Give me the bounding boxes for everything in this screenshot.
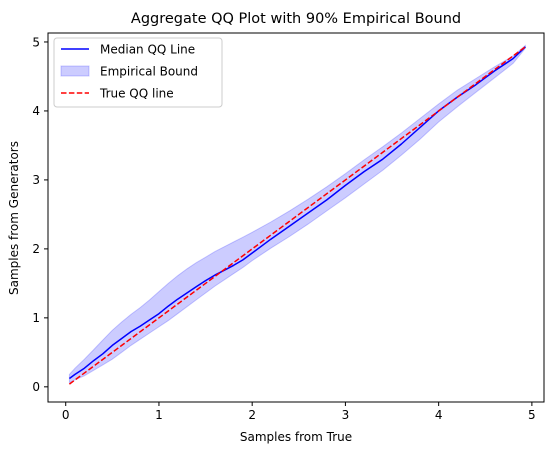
legend-bound-swatch bbox=[60, 65, 90, 77]
x-tick-label: 1 bbox=[155, 408, 163, 422]
y-tick-label: 3 bbox=[32, 173, 40, 187]
plot-area bbox=[47, 32, 545, 403]
median-qq-line bbox=[68, 46, 526, 380]
legend-bound-label: Empirical Bound bbox=[100, 65, 198, 79]
x-tick-label: 4 bbox=[435, 408, 443, 422]
legend: Median QQ Line Empirical Bound True QQ l… bbox=[53, 37, 223, 108]
y-tick-label: 5 bbox=[32, 35, 40, 49]
y-tick-label: 4 bbox=[32, 104, 40, 118]
y-tick-label: 2 bbox=[32, 242, 40, 256]
x-axis-ticks: 0 1 2 3 4 5 bbox=[62, 402, 536, 422]
legend-median-label: Median QQ Line bbox=[100, 43, 195, 57]
plot-frame bbox=[47, 32, 545, 403]
legend-true-label: True QQ line bbox=[99, 87, 174, 101]
y-axis-ticks: 0 1 2 3 4 5 bbox=[32, 35, 48, 394]
band-layer bbox=[68, 44, 526, 384]
x-tick-label: 3 bbox=[342, 408, 350, 422]
x-tick-label: 0 bbox=[62, 408, 70, 422]
y-tick-label: 1 bbox=[32, 311, 40, 325]
x-axis-label: Samples from True bbox=[240, 430, 352, 444]
empirical-bound-band bbox=[68, 44, 526, 384]
x-tick-label: 5 bbox=[528, 408, 536, 422]
x-tick-label: 2 bbox=[248, 408, 256, 422]
chart-title: Aggregate QQ Plot with 90% Empirical Bou… bbox=[131, 11, 461, 27]
line-layer bbox=[68, 46, 526, 385]
y-axis-label: Samples from Generators bbox=[7, 141, 21, 295]
legend-frame bbox=[53, 37, 223, 108]
y-tick-label: 0 bbox=[32, 380, 40, 394]
